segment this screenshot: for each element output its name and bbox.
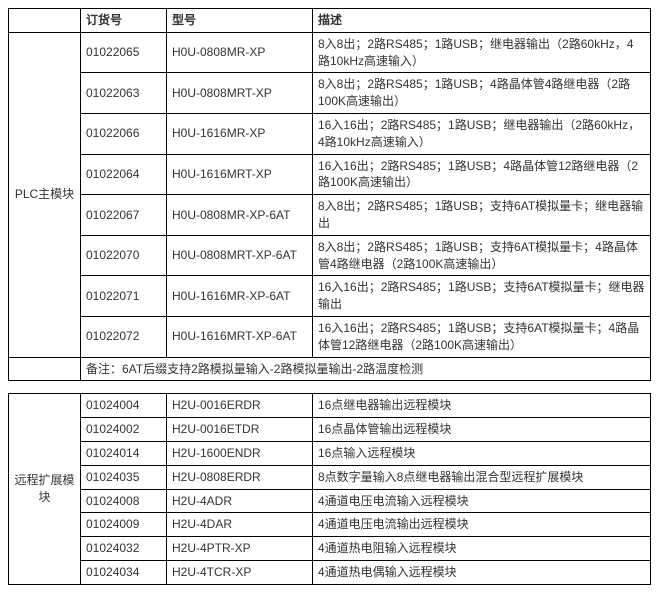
model-cell: H0U-0808MR-XP [167, 32, 313, 73]
model-cell: H0U-1616MR-XP-6AT [167, 276, 313, 317]
model-cell: H2U-0016ERDR [167, 394, 313, 418]
order-cell: 01024009 [81, 513, 167, 537]
order-cell: 01022070 [81, 235, 167, 276]
header-model: 型号 [167, 9, 313, 33]
desc-cell: 8入8出；2路RS485；1路USB；4路晶体管4路继电器（2路100K高速输出… [313, 73, 651, 114]
table-row: PLC主模块 01022065 H0U-0808MR-XP 8入8出；2路RS4… [9, 32, 651, 73]
model-cell: H2U-0016ETDR [167, 418, 313, 442]
model-cell: H2U-1600ENDR [167, 441, 313, 465]
order-cell: 01024004 [81, 394, 167, 418]
order-cell: 01024008 [81, 489, 167, 513]
order-cell: 01022063 [81, 73, 167, 114]
desc-cell: 8入8出；2路RS485；1路USB；支持6AT模拟量卡；4路晶体管4路继电器（… [313, 235, 651, 276]
order-cell: 01024035 [81, 465, 167, 489]
table-row: 01024035 H2U-0808ERDR 8点数字量输入8点继电器输出混合型远… [9, 465, 651, 489]
desc-cell: 16入16出；2路RS485；1路USB；4路晶体管12路继电器（2路100K高… [313, 154, 651, 195]
note-cell: 备注：6AT后缀支持2路模拟量输入-2路模拟量输出-2路温度检测 [81, 357, 651, 381]
order-cell: 01024034 [81, 560, 167, 584]
plc-main-module-table: 订货号 型号 描述 PLC主模块 01022065 H0U-0808MR-XP … [8, 8, 651, 381]
desc-cell: 16入16出；2路RS485；1路USB；支持6AT模拟量卡；继电器输出 [313, 276, 651, 317]
table-row: 01024032 H2U-4PTR-XP 4通道热电阻输入远程模块 [9, 537, 651, 561]
desc-cell: 16点晶体管输出远程模块 [313, 418, 651, 442]
desc-cell: 8点数字量输入8点继电器输出混合型远程扩展模块 [313, 465, 651, 489]
order-cell: 01022071 [81, 276, 167, 317]
category-cell: 远程扩展模块 [9, 394, 81, 584]
order-cell: 01024014 [81, 441, 167, 465]
order-cell: 01022072 [81, 316, 167, 357]
desc-cell: 4通道热电偶输入远程模块 [313, 560, 651, 584]
section-gap [8, 381, 651, 393]
model-cell: H2U-4ADR [167, 489, 313, 513]
desc-cell: 16入16出；2路RS485；1路USB；支持6AT模拟量卡；4路晶体管12路继… [313, 316, 651, 357]
table-row: 01024014 H2U-1600ENDR 16点输入远程模块 [9, 441, 651, 465]
table-row: 01022066 H0U-1616MR-XP 16入16出；2路RS485；1路… [9, 113, 651, 154]
remote-expansion-module-table: 远程扩展模块 01024004 H2U-0016ERDR 16点继电器输出远程模… [8, 393, 651, 584]
model-cell: H0U-0808MR-XP-6AT [167, 195, 313, 236]
model-cell: H0U-0808MRT-XP [167, 73, 313, 114]
order-cell: 01022064 [81, 154, 167, 195]
desc-cell: 16点输入远程模块 [313, 441, 651, 465]
desc-cell: 8入8出；2路RS485；1路USB；继电器输出（2路60kHz，4路10kHz… [313, 32, 651, 73]
desc-cell: 16点继电器输出远程模块 [313, 394, 651, 418]
table-row: 01024002 H2U-0016ETDR 16点晶体管输出远程模块 [9, 418, 651, 442]
desc-cell: 8入8出；2路RS485；1路USB；支持6AT模拟量卡；继电器输出 [313, 195, 651, 236]
table-row: 01024009 H2U-4DAR 4通道电压电流输出远程模块 [9, 513, 651, 537]
header-desc: 描述 [313, 9, 651, 33]
desc-cell: 16入16出；2路RS485；1路USB；继电器输出（2路60kHz，4路10k… [313, 113, 651, 154]
header-row: 订货号 型号 描述 [9, 9, 651, 33]
order-cell: 01022067 [81, 195, 167, 236]
header-order: 订货号 [81, 9, 167, 33]
model-cell: H0U-1616MRT-XP-6AT [167, 316, 313, 357]
header-blank [9, 9, 81, 33]
model-cell: H2U-0808ERDR [167, 465, 313, 489]
desc-cell: 4通道热电阻输入远程模块 [313, 537, 651, 561]
table-row: 远程扩展模块 01024004 H2U-0016ERDR 16点继电器输出远程模… [9, 394, 651, 418]
order-cell: 01024002 [81, 418, 167, 442]
table-row: 01022067 H0U-0808MR-XP-6AT 8入8出；2路RS485；… [9, 195, 651, 236]
model-cell: H2U-4DAR [167, 513, 313, 537]
desc-cell: 4通道电压电流输入远程模块 [313, 489, 651, 513]
table-row: 01024034 H2U-4TCR-XP 4通道热电偶输入远程模块 [9, 560, 651, 584]
desc-cell: 4通道电压电流输出远程模块 [313, 513, 651, 537]
table-row: 01022064 H0U-1616MRT-XP 16入16出；2路RS485；1… [9, 154, 651, 195]
note-blank [9, 357, 81, 381]
table-row: 01024008 H2U-4ADR 4通道电压电流输入远程模块 [9, 489, 651, 513]
model-cell: H2U-4TCR-XP [167, 560, 313, 584]
order-cell: 01024032 [81, 537, 167, 561]
category-cell: PLC主模块 [9, 32, 81, 357]
table-row: 01022070 H0U-0808MRT-XP-6AT 8入8出；2路RS485… [9, 235, 651, 276]
order-cell: 01022066 [81, 113, 167, 154]
model-cell: H0U-1616MRT-XP [167, 154, 313, 195]
table-row: 01022072 H0U-1616MRT-XP-6AT 16入16出；2路RS4… [9, 316, 651, 357]
model-cell: H2U-4PTR-XP [167, 537, 313, 561]
model-cell: H0U-0808MRT-XP-6AT [167, 235, 313, 276]
order-cell: 01022065 [81, 32, 167, 73]
note-row: 备注：6AT后缀支持2路模拟量输入-2路模拟量输出-2路温度检测 [9, 357, 651, 381]
model-cell: H0U-1616MR-XP [167, 113, 313, 154]
table-row: 01022063 H0U-0808MRT-XP 8入8出；2路RS485；1路U… [9, 73, 651, 114]
table-row: 01022071 H0U-1616MR-XP-6AT 16入16出；2路RS48… [9, 276, 651, 317]
